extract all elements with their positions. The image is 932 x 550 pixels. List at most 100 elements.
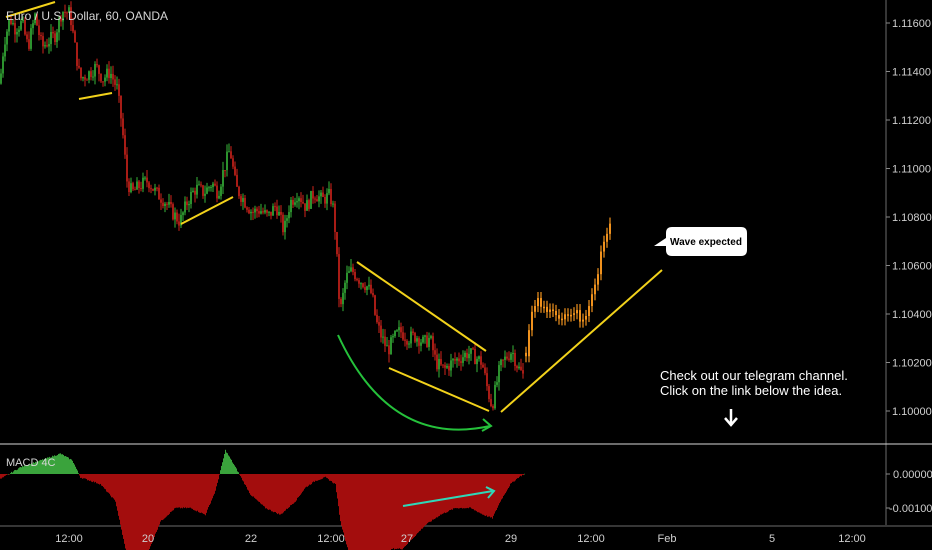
projection-bar [567,308,569,322]
macd-bar [105,474,106,490]
macd-bar [283,474,284,513]
macd-bar [450,474,451,510]
macd-bar [268,474,269,510]
macd-bar [284,474,285,512]
time-tick-label: 12:00 [838,533,866,545]
macd-bar [454,474,455,509]
candle [376,309,378,324]
candle [212,181,214,193]
macd-bar [373,474,374,550]
macd-bar [451,474,452,510]
candle [344,280,346,300]
candle [502,359,504,368]
candle [252,207,254,220]
macd-bar [524,473,525,475]
macd-bar [23,466,24,474]
macd-bar [81,474,82,478]
support-trendline [500,269,663,413]
macd-bar [520,474,521,476]
candle [274,202,276,212]
macd-bar [113,474,114,499]
candle [392,333,394,343]
candle [192,187,194,193]
macd-bar [65,456,66,474]
candle [330,183,332,207]
macd-bar [99,474,100,485]
macd-bar [12,472,13,474]
note-line-2: Click on the link below the idea. [660,383,842,398]
macd-bar [399,474,400,549]
candle [422,334,424,344]
macd-bar [377,474,378,550]
macd-bar [484,474,485,516]
candle [264,204,266,215]
macd-bar [371,474,372,550]
candle [76,42,78,71]
candle [218,190,220,200]
macd-bar [431,474,432,522]
macd-bar [491,474,492,518]
macd-bar [504,474,505,495]
macd-bar [358,474,359,550]
macd-bar [458,474,459,509]
time-tick-label: 27 [401,533,413,545]
macd-bar [316,474,317,481]
macd-bar [78,473,79,474]
candle [450,353,452,377]
macd-bar [192,474,193,509]
macd-bar [202,474,203,514]
macd-bar [195,474,196,511]
macd-bar [36,462,37,474]
macd-bar [171,474,172,512]
macd-bar [173,474,174,511]
candle [206,182,208,195]
wave-callout: Wave expected [654,227,747,256]
curve-arrow-path [337,334,491,431]
macd-bar [55,455,56,474]
macd-bar [523,474,524,476]
macd-bar [279,474,280,515]
macd-bar [17,469,18,474]
macd-bar [330,474,331,481]
macd-bar [370,474,371,550]
macd-bar [30,464,31,474]
macd-bar [210,474,211,504]
macd-bar [82,474,83,479]
macd-bar [309,474,310,485]
candle [364,282,366,293]
candle [152,188,154,192]
macd-tick-label: 0.00000 [893,469,932,481]
candle [142,172,144,193]
macd-bar [60,453,61,474]
macd-bar [262,474,263,505]
candle [478,355,480,362]
candle [294,197,296,207]
candle [154,183,156,196]
macd-bar [76,468,77,474]
macd-bar [347,474,348,548]
macd-bar [231,459,232,474]
projection-bar [606,227,608,248]
macd-bar [96,474,97,484]
macd-bar [187,474,188,508]
candle [382,328,384,344]
macd-bar [9,474,10,475]
time-tick-label: 29 [505,533,517,545]
candle [366,285,368,296]
macd-bar [137,474,138,550]
macd-bar [97,474,98,484]
candle [368,276,370,290]
candle [372,288,374,298]
macd-bar [512,474,513,482]
candle [120,95,122,127]
candle [150,184,152,194]
macd-bar [91,474,92,482]
candle [34,12,36,26]
macd-bar [243,474,244,482]
macd-bar [62,454,63,474]
candle [230,146,232,159]
macd-bar [236,468,237,474]
macd-bar [421,474,422,529]
time-tick-label: 12:00 [577,533,605,545]
candle [384,329,386,352]
